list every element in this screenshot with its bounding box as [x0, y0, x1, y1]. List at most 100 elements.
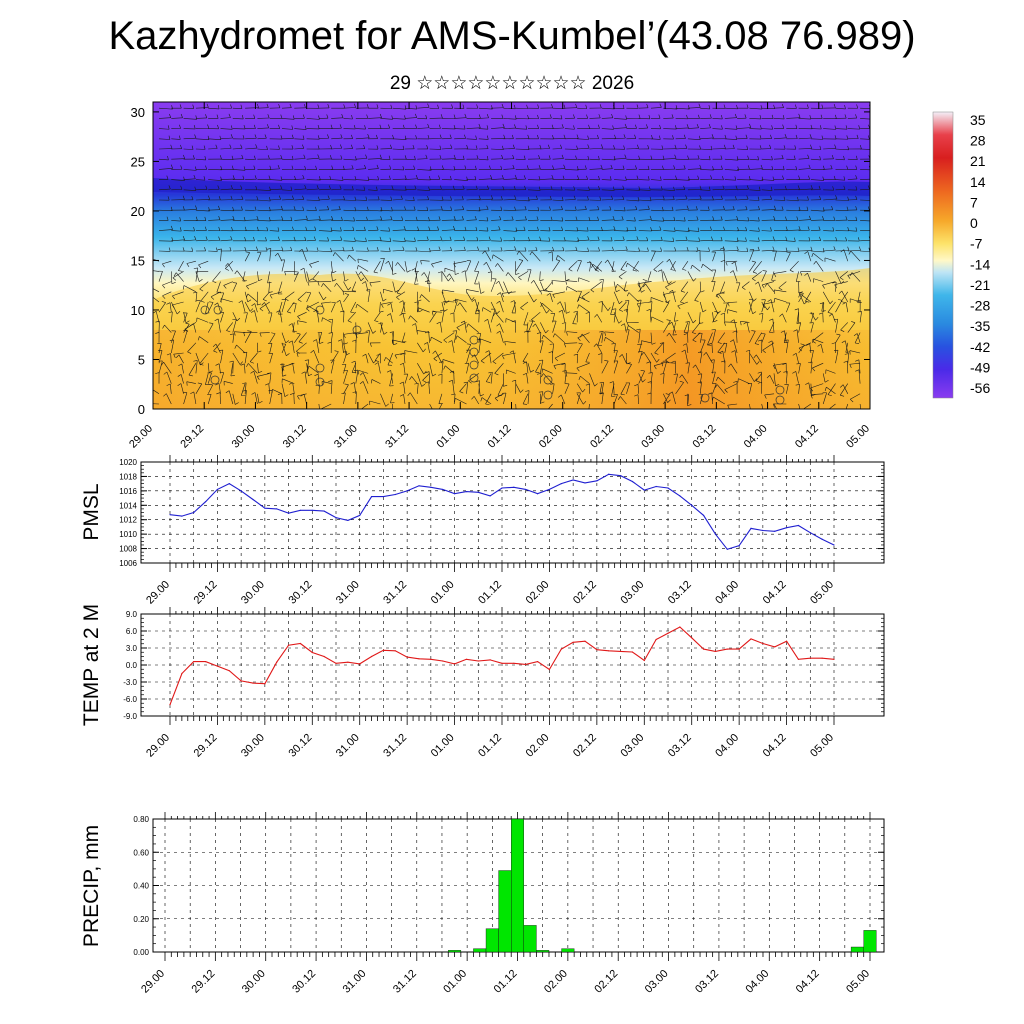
wind-barb: [774, 289, 787, 293]
temp-xtick-label: 03.00: [618, 732, 646, 760]
wind-barb: [503, 392, 507, 405]
wind-barb-flag: [191, 195, 194, 200]
wind-barb-flag: [183, 154, 186, 159]
wind-barb-flag: [528, 196, 530, 202]
wind-barb-flag: [627, 322, 629, 327]
wind-barb: [163, 362, 172, 374]
wind-barb: [623, 281, 627, 291]
pmsl-point: [335, 516, 337, 519]
wind-barb-flag: [209, 301, 214, 303]
wind-barb-flag: [175, 354, 180, 358]
wind-barb: [641, 340, 652, 344]
wind-barb: [650, 301, 653, 313]
wind-barb: [257, 199, 271, 202]
wind-barb: [594, 261, 603, 271]
wind-barb-flag: [868, 135, 870, 140]
wind-barb-flag: [577, 304, 580, 309]
wind-barb-flag: [662, 195, 665, 200]
wind-barb-flag: [524, 185, 527, 190]
wind-barb: [380, 240, 391, 242]
wind-barb: [650, 332, 653, 345]
wind-barb: [503, 168, 515, 170]
wind-barb: [638, 189, 651, 191]
wind-barb-flag: [598, 185, 600, 190]
wind-barb: [699, 301, 704, 313]
wind-barb: [700, 137, 714, 140]
wind-barb: [577, 138, 589, 140]
wind-barb-flag: [352, 339, 357, 342]
wind-barb-flag: [414, 237, 416, 242]
wind-barb: [158, 138, 170, 140]
temp-point: [311, 651, 313, 654]
wind-barb: [390, 303, 393, 313]
wind-barb-flag: [855, 359, 860, 362]
wind-barb-flag: [390, 216, 393, 220]
wind-barb-flag: [514, 124, 517, 129]
wind-barb-flag: [266, 226, 269, 231]
wind-barb: [712, 269, 717, 282]
wind-barb: [331, 147, 342, 150]
wind-barb: [343, 240, 356, 242]
wind-barb-flag: [365, 154, 368, 159]
wind-barb-flag: [797, 196, 799, 201]
wind-barb-flag: [732, 330, 737, 333]
wind-barb: [417, 373, 422, 387]
temp-xtick-label: 02.12: [571, 732, 599, 760]
wind-barb: [724, 240, 739, 242]
wind-barb: [632, 261, 639, 271]
wind-barb: [245, 250, 258, 252]
wind-barb: [259, 301, 270, 309]
wind-barb-flag: [487, 247, 490, 251]
wind-barb-flag: [775, 383, 780, 387]
wind-barb-flag: [808, 237, 811, 242]
wind-barb-flag: [636, 104, 639, 109]
wind-barb-flag: [659, 226, 662, 231]
wind-barb-flag: [502, 145, 504, 150]
wind-barb: [552, 118, 562, 120]
wind-barb-flag: [297, 299, 302, 302]
wind-barb: [380, 219, 393, 221]
wind-barb: [281, 299, 287, 313]
wind-barb-flag: [415, 135, 418, 140]
wind-barb: [712, 249, 725, 252]
wind-barb: [503, 178, 517, 180]
wind-barb-flag: [757, 381, 762, 384]
wind-barb-flag: [195, 271, 198, 276]
wind-barb: [733, 319, 738, 333]
wind-barb-flag: [390, 144, 392, 149]
wind-barb: [675, 209, 689, 211]
wind-barb: [783, 332, 787, 343]
wind-barb-flag: [501, 114, 504, 119]
wind-barb: [774, 298, 787, 303]
wind-barb-flag: [344, 279, 349, 282]
wind-barb-flag: [699, 185, 702, 190]
wind-barb-flag: [781, 206, 784, 211]
wind-barb-flag: [764, 413, 767, 415]
wind-barb: [269, 372, 272, 384]
wind-barb-flag: [599, 330, 604, 333]
calm-circle: [352, 325, 362, 335]
wind-barb: [186, 381, 196, 384]
wind-barb-flag: [280, 135, 283, 140]
wind-barb-flag: [766, 375, 771, 379]
wind-barb: [392, 250, 405, 252]
wind-barb-flag: [855, 114, 858, 119]
wind-barb: [257, 137, 267, 140]
wind-barb-flag: [786, 251, 791, 253]
wind-barb-flag: [366, 289, 371, 291]
wind-barb: [576, 291, 582, 303]
wind-barb-flag: [722, 175, 724, 180]
wind-barb: [257, 148, 268, 151]
temp-point: [667, 632, 669, 634]
wind-barb: [673, 312, 676, 322]
wind-barb-flag: [796, 322, 801, 324]
wind-barb: [733, 339, 738, 354]
wind-barb-flag: [455, 335, 458, 340]
wind-barb-flag: [831, 342, 836, 345]
wind-barb: [389, 373, 393, 387]
wind-barb: [626, 364, 632, 374]
wind-barb: [847, 249, 861, 252]
wind-barb: [234, 331, 246, 333]
wind-barb: [294, 148, 304, 150]
wind-barb: [297, 311, 307, 317]
